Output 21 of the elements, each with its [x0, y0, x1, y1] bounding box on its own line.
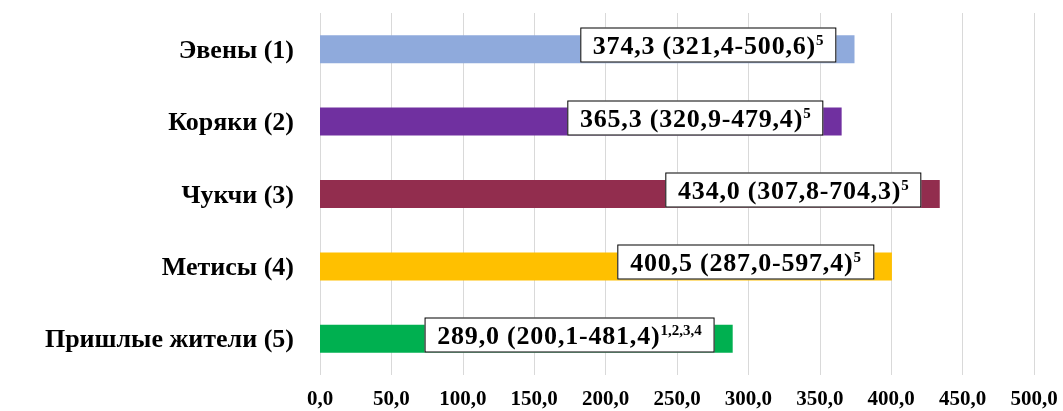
data-label: 434,0 (307,8-704,3)$^{5}$ [665, 172, 922, 208]
y-tick-label: Коряки (2) [168, 107, 294, 137]
data-label: 365,3 (320,9-479,4)$^{5}$ [566, 100, 824, 136]
x-tick-label: 300,0 [724, 385, 773, 410]
data-label: 289,0 (200,1-481,4)$^{1,2,3,4}$ [424, 317, 715, 353]
x-tick-label: 150,0 [510, 385, 558, 410]
y-tick-label: Метисы (4) [161, 251, 294, 281]
data-label: 400,5 (287,0-597,4)$^{5}$ [617, 244, 874, 280]
x-tick-label: 450,0 [938, 385, 987, 410]
x-tick-label: 50,0 [373, 385, 410, 410]
x-tick-label: 200,0 [581, 385, 630, 410]
x-tick-label: 250,0 [653, 385, 701, 410]
x-tick-label: 0,0 [306, 385, 334, 410]
y-tick-label: Пришлые жители (5) [44, 324, 294, 354]
data-label: 374,3 (321,4-500,6)$^{5}$ [579, 27, 837, 63]
y-tick-label: Чукчи (3) [181, 179, 294, 209]
x-tick-label: 350,0 [796, 385, 844, 410]
x-tick-label: 100,0 [439, 385, 487, 410]
x-tick-label: 500,0 [1010, 385, 1058, 410]
x-tick-label: 400,0 [867, 385, 915, 410]
y-tick-label: Эвены (1) [178, 34, 294, 64]
